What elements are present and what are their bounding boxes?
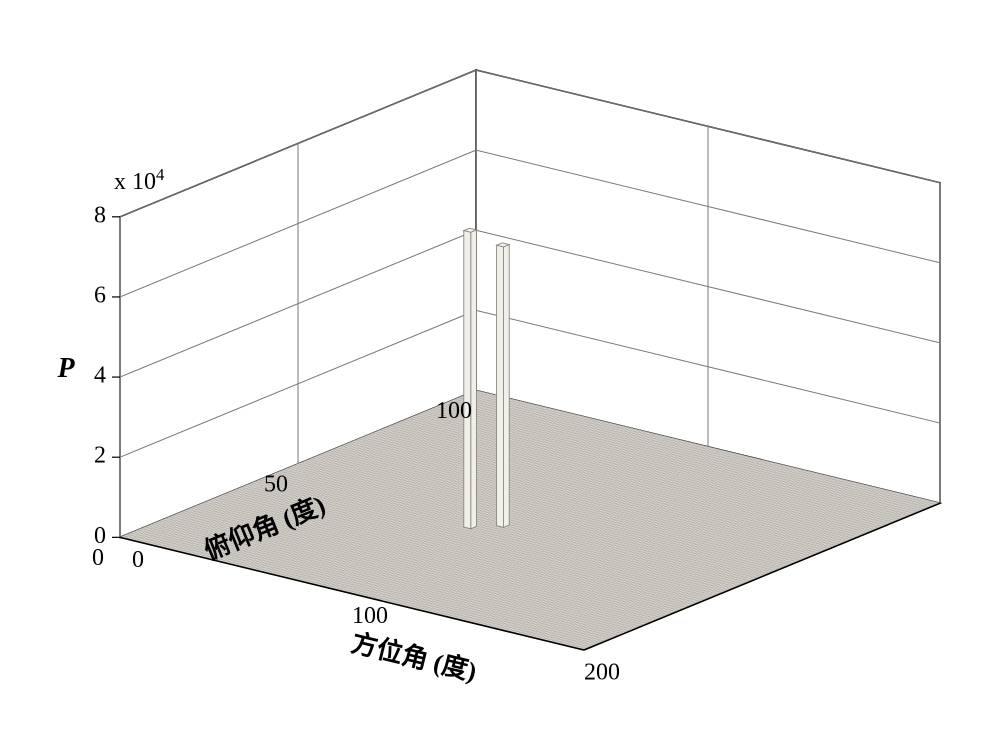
z-axis-label: P <box>56 353 75 384</box>
svg-text:8: 8 <box>94 202 106 228</box>
spatial-spectrum-3d-plot: 024680100200050100x 104P方位角 (度)俯仰角 (度) <box>0 0 1000 730</box>
svg-text:0: 0 <box>132 547 144 573</box>
svg-text:x 104: x 104 <box>114 164 165 195</box>
svg-text:100: 100 <box>352 603 388 629</box>
svg-text:100: 100 <box>436 398 472 424</box>
svg-text:50: 50 <box>264 471 288 497</box>
svg-text:2: 2 <box>94 443 106 469</box>
svg-text:0: 0 <box>92 545 104 571</box>
svg-text:200: 200 <box>584 660 620 686</box>
svg-text:6: 6 <box>94 282 106 308</box>
x-axis-label: 方位角 (度) <box>348 627 479 686</box>
svg-text:4: 4 <box>94 363 106 389</box>
z-exponent-label: x 104 <box>114 164 165 195</box>
